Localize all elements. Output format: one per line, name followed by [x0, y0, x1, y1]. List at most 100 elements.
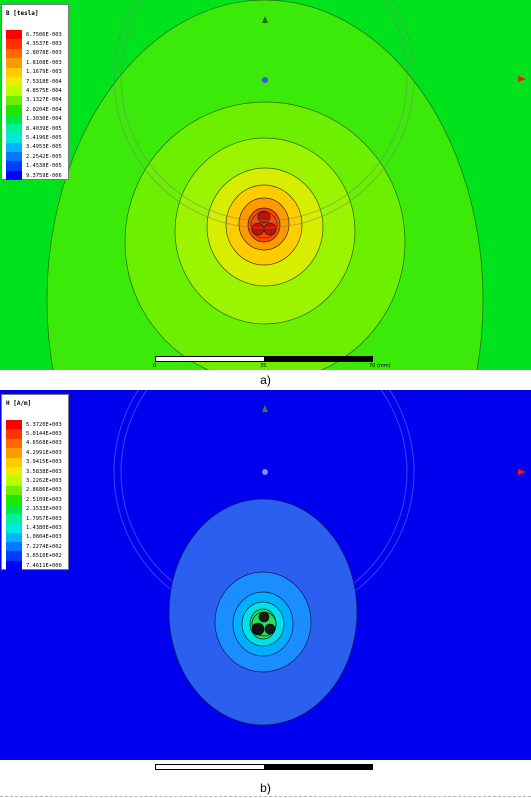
- legend-rows: 6.7506E-003 4.3537E-003 2.8078E-003 1.8108E…: [6, 30, 62, 181]
- legend-value: 1.7957E+003: [26, 515, 62, 522]
- legend-swatch: [6, 123, 22, 134]
- legend-swatch: [6, 67, 22, 77]
- color-legend: H [A/m] 5.3720E+003 5.0144E+003 4.6568E+00…: [1, 394, 69, 571]
- scale-tick-70: 70 (mm): [369, 771, 391, 777]
- cable-conductors: [251, 611, 277, 637]
- legend-swatch: [6, 532, 22, 543]
- legend-swatch: [6, 170, 22, 181]
- legend-value: 4.8575E-004: [26, 88, 62, 95]
- legend-swatch: [6, 48, 22, 59]
- scale-bar-black-segment: [264, 765, 372, 769]
- legend-row: 1.4380E+003: [6, 523, 62, 533]
- legend-value: 5.0144E+003: [26, 431, 62, 438]
- legend-value: 3.1327E-004: [26, 97, 62, 104]
- x-axis-arrow-icon: [518, 76, 526, 82]
- legend-value: 2.2542E-005: [26, 153, 62, 160]
- legend-title: H [A/m]: [6, 400, 32, 407]
- origin-marker-icon: [262, 77, 268, 83]
- legend-row: 9.3759E-006: [6, 170, 62, 181]
- legend-value: 2.8686E+003: [26, 487, 62, 494]
- legend-row: 3.6510E+002: [6, 551, 62, 561]
- scale-bar-white-segment: [156, 357, 264, 361]
- legend-value: 2.8078E-003: [26, 50, 62, 57]
- legend-swatch: [6, 76, 22, 87]
- legend-row: 1.1679E-003: [6, 67, 62, 77]
- legend-swatch: [6, 39, 22, 49]
- legend-swatch: [6, 476, 22, 486]
- legend-row: 1.8108E-003: [6, 58, 62, 68]
- legend-value: 2.0204E-004: [26, 106, 62, 113]
- legend-row: 2.8078E-003: [6, 48, 62, 59]
- contour-plot-b-field: [46, 0, 526, 370]
- legend-row: 2.0204E-004: [6, 105, 62, 115]
- legend-value: 4.6568E+003: [26, 440, 62, 447]
- scale-tick-0: 0: [153, 771, 157, 777]
- legend-row: 1.7957E+003: [6, 513, 62, 524]
- scale-bar: [155, 764, 373, 770]
- legend-swatch: [6, 152, 22, 162]
- color-legend: B [tesla] 6.7506E-003 4.3537E-003 2.8078E-…: [1, 4, 69, 181]
- legend-row: 3.4953E-005: [6, 142, 62, 153]
- scale-tick-35: 35: [260, 771, 267, 777]
- legend-row: 4.2991E+003: [6, 448, 62, 458]
- legend-swatch: [6, 438, 22, 449]
- legend-row: 3.1327E-004: [6, 95, 62, 106]
- legend-value: 1.4538E-005: [26, 163, 62, 170]
- legend-value: 3.6510E+002: [26, 553, 62, 560]
- scale-tick-70: 70 (mm): [369, 363, 391, 369]
- scale-bar-white-segment: [156, 765, 264, 769]
- legend-value: 3.2262E+003: [26, 478, 62, 485]
- scale-tick-35: 35: [260, 363, 267, 369]
- legend-value: 1.4380E+003: [26, 524, 62, 531]
- legend-value: 3.4953E-005: [26, 144, 62, 151]
- legend-row: 2.1533E+003: [6, 504, 62, 514]
- y-axis-arrow-icon: [262, 16, 268, 23]
- legend-swatch: [6, 133, 22, 143]
- legend-value: 5.4196E-005: [26, 134, 62, 141]
- legend-swatch: [6, 560, 22, 571]
- legend-rows: 5.3720E+003 5.0144E+003 4.6568E+003 4.2991E…: [6, 420, 62, 571]
- scale-bar-black-segment: [264, 357, 372, 361]
- y-axis-arrow-icon: [262, 405, 268, 412]
- legend-row: 2.8686E+003: [6, 485, 62, 496]
- legend-swatch: [6, 485, 22, 496]
- legend-value: 4.2991E+003: [26, 449, 62, 456]
- legend-row: 7.4611E+000: [6, 560, 62, 571]
- legend-swatch: [6, 429, 22, 439]
- legend-value: 5.3720E+003: [26, 421, 62, 428]
- legend-row: 2.2542E-005: [6, 152, 62, 162]
- legend-row: 2.5109E+003: [6, 495, 62, 505]
- legend-swatch: [6, 142, 22, 153]
- legend-swatch: [6, 466, 22, 477]
- shield-circle-outer: [113, 0, 415, 229]
- legend-swatch: [6, 30, 22, 40]
- scale-tick-0: 0: [153, 363, 157, 369]
- legend-row: 3.9415E+003: [6, 457, 62, 467]
- legend-swatch: [6, 114, 22, 124]
- legend-swatch: [6, 523, 22, 533]
- legend-value: 8.4039E-005: [26, 125, 62, 132]
- legend-row: 5.0144E+003: [6, 429, 62, 439]
- legend-value: 6.7506E-003: [26, 31, 62, 38]
- legend-value: 4.3537E-003: [26, 41, 62, 48]
- scale-bar: [155, 356, 373, 362]
- legend-row: 4.3537E-003: [6, 39, 62, 49]
- legend-row: 7.5318E-004: [6, 76, 62, 87]
- cable-conductors: [250, 210, 278, 239]
- legend-swatch: [6, 58, 22, 68]
- legend-row: 1.4538E-005: [6, 161, 62, 171]
- legend-swatch: [6, 95, 22, 106]
- legend-value: 7.5318E-004: [26, 78, 62, 85]
- legend-swatch: [6, 448, 22, 458]
- legend-row: 1.0804E+003: [6, 532, 62, 543]
- legend-row: 5.3720E+003: [6, 420, 62, 430]
- legend-value: 1.0804E+003: [26, 534, 62, 541]
- legend-swatch: [6, 457, 22, 467]
- legend-value: 7.4611E+000: [26, 562, 62, 569]
- legend-value: 2.1533E+003: [26, 506, 62, 513]
- caption-b: b): [260, 781, 271, 795]
- legend-value: 1.1679E-003: [26, 69, 62, 76]
- legend-swatch: [6, 513, 22, 524]
- legend-row: 8.4039E-005: [6, 123, 62, 134]
- shield-circle-inner: [120, 0, 408, 222]
